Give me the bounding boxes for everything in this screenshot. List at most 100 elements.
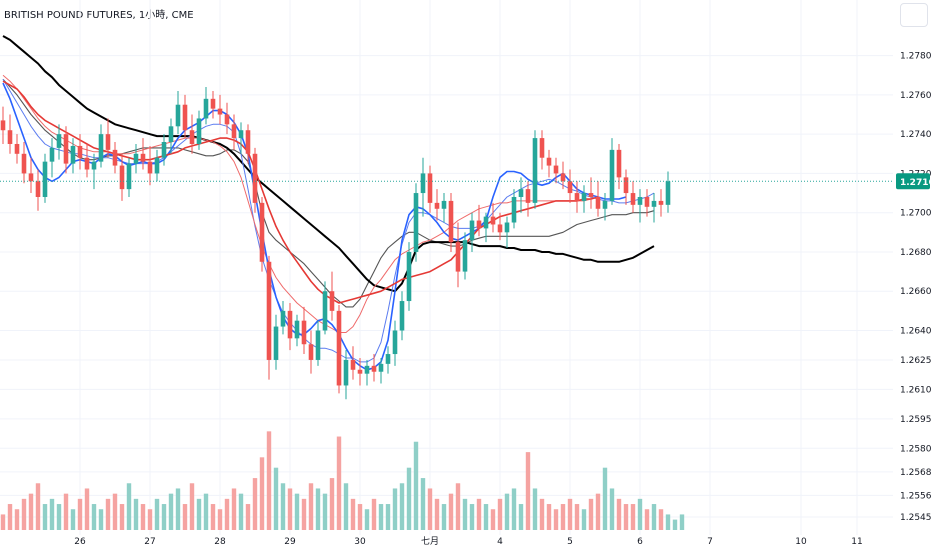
volume-bar [154, 498, 160, 530]
volume-bars [0, 431, 685, 530]
candle-body [595, 196, 601, 209]
candle-body [175, 104, 181, 127]
x-tick-label: 6 [637, 537, 643, 547]
volume-bar [287, 488, 293, 530]
candle-body [392, 330, 398, 355]
x-tick-label: 27 [144, 537, 155, 547]
x-tick-label: 11 [851, 537, 862, 547]
volume-bar [637, 498, 643, 530]
moving-average-line [2, 35, 655, 293]
candle-body [574, 193, 580, 201]
candle-body [539, 138, 545, 158]
volume-bar [147, 509, 153, 530]
candle-body [140, 153, 146, 162]
candle-body [490, 216, 496, 225]
candle-body [630, 193, 636, 205]
x-tick-label: 7 [707, 537, 713, 547]
volume-bar [630, 504, 636, 530]
candle-body [231, 124, 237, 139]
candle-body [56, 134, 62, 148]
candle-body [637, 196, 643, 205]
candle-body [112, 149, 118, 166]
volume-bar [483, 504, 489, 530]
volume-bar [231, 488, 237, 530]
settings-button[interactable] [900, 3, 928, 27]
candle-body [168, 126, 174, 143]
y-tick-label: 1.2568 [900, 468, 932, 478]
candle-body [483, 216, 489, 229]
candle-body [322, 291, 328, 331]
volume-bar [406, 467, 412, 530]
volume-bar [504, 493, 510, 530]
x-axis: 26 27 28 29 30 七月 4 5 6 7 10 11 [74, 536, 862, 547]
candle-body [658, 200, 664, 205]
moving-averages [2, 35, 655, 371]
candle-body [203, 98, 209, 119]
candle-body [126, 163, 132, 190]
volume-bar [588, 498, 594, 530]
candle-body [42, 161, 48, 197]
volume-bar [665, 514, 671, 530]
volume-bar [350, 498, 356, 530]
candle-body [273, 326, 279, 360]
volume-bar [539, 498, 545, 530]
candle-body [245, 130, 251, 154]
y-tick-label: 1.2680 [900, 248, 932, 258]
volume-bar [70, 509, 76, 530]
candle-body [371, 365, 377, 372]
volume-bar [567, 498, 573, 530]
y-tick-label: 1.2545 [900, 513, 932, 523]
candle-body [224, 114, 230, 125]
y-tick-label: 1.2625 [900, 356, 932, 366]
volume-bar [392, 488, 398, 530]
candle-body [441, 200, 447, 209]
moving-average-line [2, 80, 599, 304]
x-tick-label: 10 [795, 537, 807, 547]
volume-bar [161, 504, 167, 530]
volume-bar [308, 483, 314, 530]
candle-body [385, 354, 391, 364]
candle-body [21, 153, 27, 174]
volume-bar [266, 431, 272, 530]
volume-bar [497, 498, 503, 530]
candle-body [525, 189, 531, 203]
volume-bar [399, 483, 405, 530]
candle-body [0, 120, 6, 131]
volume-bar [518, 504, 524, 530]
price-badge: 1.2716 [896, 173, 932, 190]
candle-body [581, 193, 587, 201]
volume-bar [574, 504, 580, 530]
candle-body [378, 363, 384, 372]
volume-bar [420, 478, 426, 530]
x-tick-label: 30 [354, 537, 366, 547]
candle-body [651, 200, 657, 207]
y-tick-label: 1.2780 [900, 52, 932, 62]
price-badge-box [896, 173, 930, 190]
volume-bar [623, 504, 629, 530]
candle-body [497, 224, 503, 233]
volume-bar [49, 498, 55, 530]
volume-bar [175, 488, 181, 530]
candle-body [532, 138, 538, 203]
volume-bar [63, 493, 69, 530]
candle-body [644, 196, 650, 207]
y-tick-label: 1.2595 [900, 415, 932, 425]
y-tick-label: 1.2740 [900, 130, 932, 140]
volume-bar [301, 498, 307, 530]
volume-bar [217, 509, 223, 530]
volume-bar [427, 488, 433, 530]
y-tick-label: 1.2610 [900, 385, 932, 395]
candle-body [315, 330, 321, 360]
candle-body [427, 173, 433, 203]
volume-bar [364, 509, 370, 530]
volume-bar [525, 452, 531, 530]
volume-bar [273, 467, 279, 530]
volume-bar [385, 504, 391, 530]
candle-body [259, 202, 265, 262]
y-tick-label: 1.2640 [900, 326, 932, 336]
volume-bar [28, 493, 34, 530]
volume-bar [280, 483, 286, 530]
volume-bar [371, 498, 377, 530]
volume-bar [119, 504, 125, 530]
